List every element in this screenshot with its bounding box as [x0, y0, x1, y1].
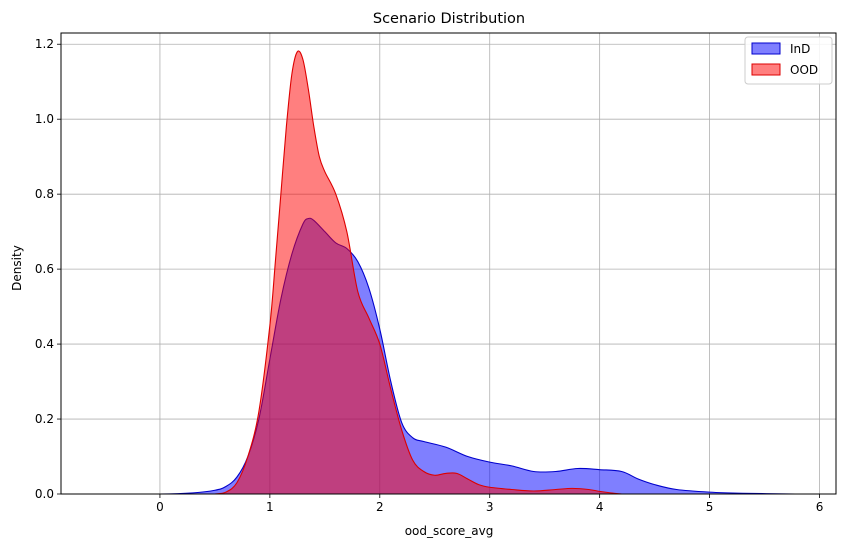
chart-title: Scenario Distribution	[373, 11, 525, 27]
x-tick-label: 5	[706, 500, 714, 514]
line-ood	[214, 50, 622, 495]
legend-label-ood: OOD	[790, 63, 818, 77]
plot-frame	[60, 32, 837, 495]
x-tick-label: 6	[816, 500, 824, 514]
y-tick-label: 0.8	[35, 187, 54, 201]
x-tick-label: 1	[266, 500, 274, 514]
y-tick-label: 0.2	[35, 412, 54, 426]
y-tick-label: 0.6	[35, 262, 54, 276]
legend: InD OOD	[744, 36, 833, 85]
x-tick-label: 4	[596, 500, 604, 514]
y-tick-label: 0.4	[35, 337, 54, 351]
series-layer	[88, 50, 796, 495]
tick-layer: 0 1 2 3 4 5 6 0.0 0.2 0.4 0.6 0.8 1.0 1.2	[35, 37, 823, 514]
x-tick-label: 2	[376, 500, 384, 514]
y-tick-label: 1.2	[35, 37, 54, 51]
legend-swatch-ood	[751, 63, 781, 76]
y-tick-label: 1.0	[35, 112, 54, 126]
y-axis-label: Density	[10, 245, 24, 291]
area-ood	[214, 50, 622, 495]
legend-swatch-ind	[751, 42, 781, 55]
x-tick-label: 3	[486, 500, 494, 514]
legend-label-ind: InD	[790, 42, 810, 56]
x-axis-label: ood_score_avg	[405, 524, 494, 538]
y-tick-label: 0.0	[35, 487, 54, 501]
x-tick-label: 0	[156, 500, 164, 514]
